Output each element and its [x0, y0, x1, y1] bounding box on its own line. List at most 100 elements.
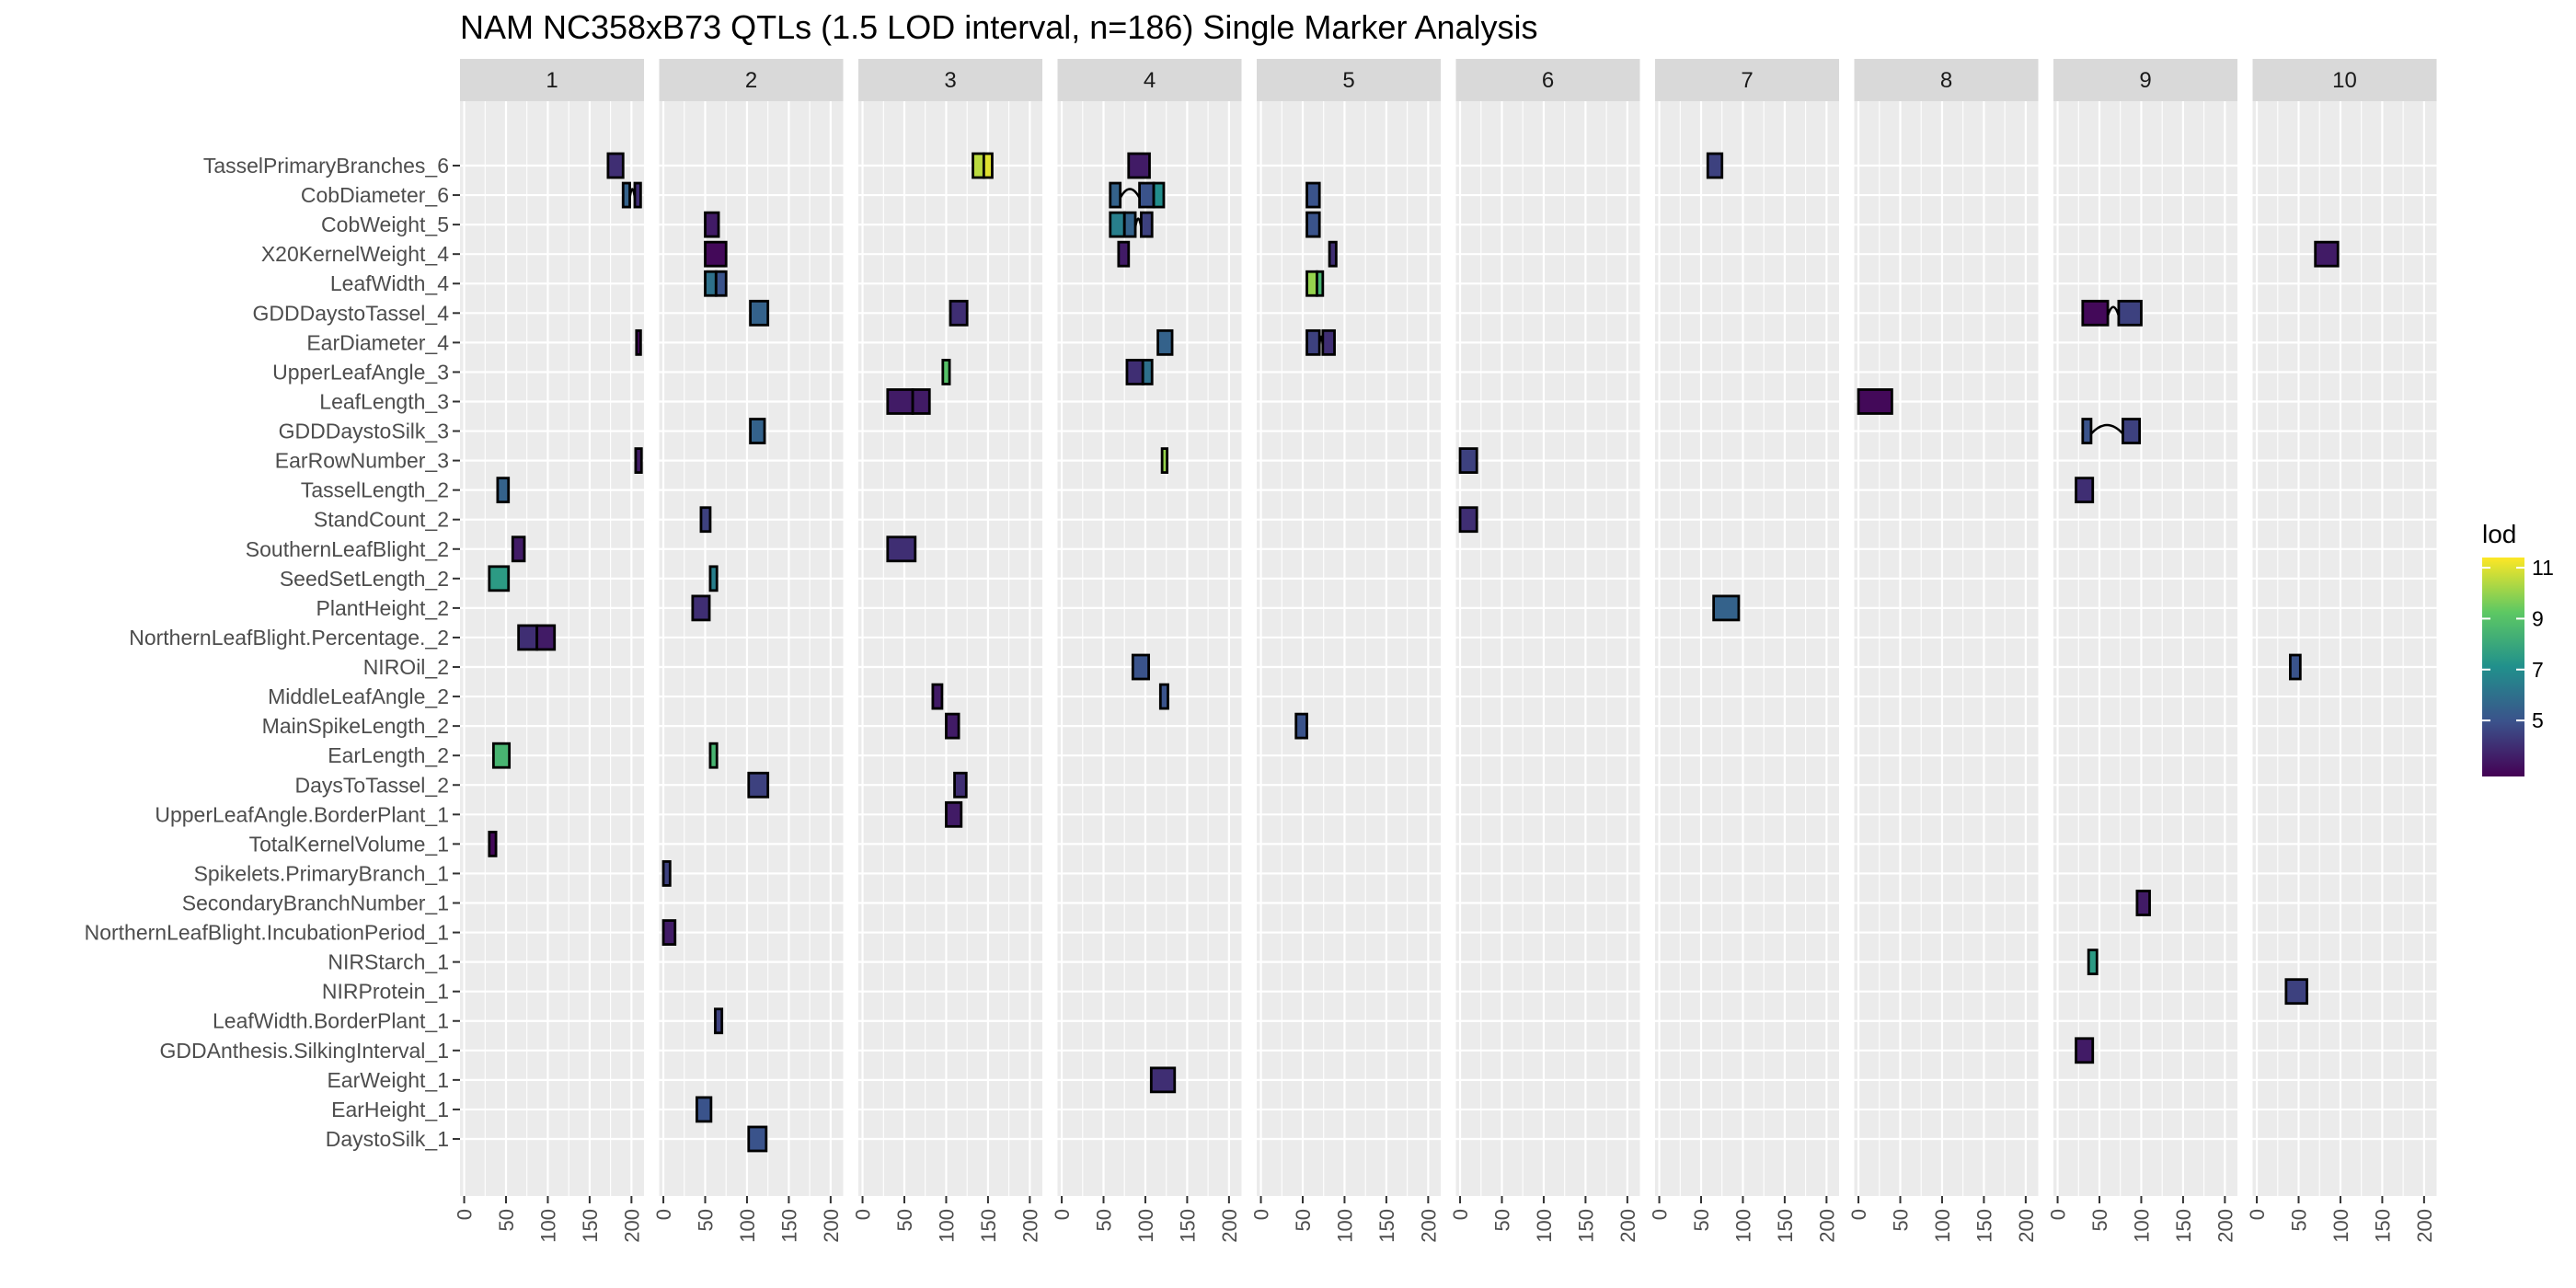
trait-label: EarDiameter_4 [306, 330, 449, 354]
qtl-interval [2314, 240, 2340, 268]
trait-label: GDDAnthesis.SilkingInterval_1 [160, 1039, 449, 1063]
trait-label: LeafWidth_4 [330, 271, 449, 295]
lod-legend: lod 5 7 9 11 [2482, 520, 2554, 776]
qtl-connector [2089, 423, 2124, 435]
qtl-interval [708, 565, 719, 592]
panel-background [2252, 101, 2437, 1196]
qtl-interval [982, 152, 994, 179]
qtl-interval [1305, 211, 1321, 238]
x-tick-label: 150 [1774, 1209, 1797, 1243]
facet-strip [1057, 59, 1242, 101]
panel-background [1655, 101, 1839, 1196]
qtl-interval [945, 712, 960, 740]
x-tick-label: 100 [1731, 1209, 1754, 1243]
legend-title: lod [2482, 520, 2516, 548]
x-tick-label: 50 [2288, 1209, 2311, 1231]
qtl-interval [747, 771, 770, 799]
panel-background [1057, 101, 1242, 1196]
qtl-interval [1294, 712, 1308, 740]
trait-label: LeafWidth.BorderPlant_1 [213, 1009, 449, 1033]
facet-strip [2252, 59, 2437, 101]
trait-label: CobDiameter_6 [301, 183, 449, 207]
x-tick-label: 50 [1890, 1209, 1913, 1231]
qtl-interval [1458, 506, 1478, 534]
qtl-interval [941, 359, 951, 385]
qtl-interval [661, 860, 672, 887]
qtl-interval [945, 800, 963, 828]
x-tick-label: 200 [1018, 1209, 1041, 1243]
x-tick-label: 50 [893, 1209, 916, 1231]
trait-label: NorthernLeafBlight.Percentage._2 [129, 626, 449, 650]
facet-strip-label: 7 [1741, 68, 1753, 93]
facet-strip-label: 9 [2139, 68, 2151, 93]
trait-label: EarHeight_1 [331, 1098, 449, 1121]
facet-strip [659, 59, 844, 101]
qtl-interval [634, 447, 643, 475]
x-tick-label: 100 [1333, 1209, 1356, 1243]
x-tick-label: 0 [1449, 1209, 1472, 1220]
trait-label: DaystoSilk_1 [326, 1127, 449, 1151]
panel-background [1455, 101, 1640, 1196]
facet-strip [1455, 59, 1640, 101]
facet-panel-8: 8 0 50 100 150 200 [1847, 59, 2039, 1243]
qtl-interval [1131, 653, 1150, 681]
x-tick-label: 0 [2047, 1209, 2070, 1220]
qtl-interval [1712, 594, 1741, 622]
x-tick-label: 150 [777, 1209, 800, 1243]
facet-panel-4: 4 0 50 100 150 200 [1051, 59, 1242, 1243]
legend-ticks: 5 7 9 11 [2482, 556, 2554, 732]
qtl-interval [1138, 181, 1156, 209]
facet-strip-label: 10 [2332, 68, 2357, 93]
qtl-interval [621, 181, 631, 209]
x-tick-label: 50 [1690, 1209, 1713, 1231]
qtl-interval [1857, 388, 1893, 415]
facet-strip-label: 1 [546, 68, 558, 93]
x-tick-label: 150 [1972, 1209, 1995, 1243]
trait-label: MainSpikeLength_2 [262, 714, 449, 738]
x-tick-label: 50 [495, 1209, 518, 1231]
x-tick-label: 50 [1491, 1209, 1514, 1231]
facet-panel-6: 6 0 50 100 150 200 [1449, 59, 1640, 1243]
qtl-interval [1140, 211, 1154, 238]
trait-label: EarLength_2 [328, 743, 449, 767]
panel-background [858, 101, 1042, 1196]
qtl-interval [1109, 181, 1122, 209]
facet-panel-5: 50 50 100 150 200 [1250, 59, 1441, 1243]
facet-panel-2: 2 0 50 100 150 200 [652, 59, 844, 1243]
qtl-interval [911, 388, 931, 415]
x-tick-label: 200 [2015, 1209, 2038, 1243]
qtl-interval [2081, 418, 2093, 444]
qtl-interval [1305, 270, 1318, 297]
qtl-interval [1117, 240, 1131, 268]
x-tick-label: 100 [536, 1209, 559, 1243]
qtl-interval [704, 240, 728, 268]
legend-tick-label: 5 [2532, 708, 2544, 732]
qtl-interval [1152, 181, 1166, 209]
x-tick-label: 200 [1815, 1209, 1838, 1243]
facet-strip [460, 59, 644, 101]
facet-strip-label: 3 [944, 68, 956, 93]
qtl-interval [886, 535, 917, 563]
x-tick-label: 100 [2329, 1209, 2352, 1243]
qtl-connector [1119, 188, 1141, 199]
qtl-interval [1160, 447, 1168, 475]
qtl-interval [953, 771, 968, 799]
x-tick-label: 0 [1250, 1209, 1273, 1220]
facet-strip [1854, 59, 2039, 101]
x-tick-label: 100 [2130, 1209, 2153, 1243]
x-tick-label: 200 [2413, 1209, 2436, 1243]
x-tick-label: 200 [1417, 1209, 1440, 1243]
facet-strip-label: 2 [745, 68, 757, 93]
qtl-interval [1328, 240, 1338, 268]
facet-strip [1655, 59, 1839, 101]
qtl-interval [1706, 152, 1724, 179]
qtl-interval [1149, 1066, 1177, 1094]
qtl-interval [704, 270, 718, 297]
x-tick-label: 200 [2214, 1209, 2237, 1243]
trait-label: UpperLeafAngle.BorderPlant_1 [155, 802, 449, 826]
x-tick-label: 200 [1218, 1209, 1241, 1243]
facet-panel-10: 100 50 100 150 200 [2246, 59, 2437, 1243]
facet-panel-3: 3 0 50 100 150 200 [852, 59, 1042, 1243]
panel-background [1257, 101, 1441, 1196]
x-tick-label: 150 [2371, 1209, 2394, 1243]
